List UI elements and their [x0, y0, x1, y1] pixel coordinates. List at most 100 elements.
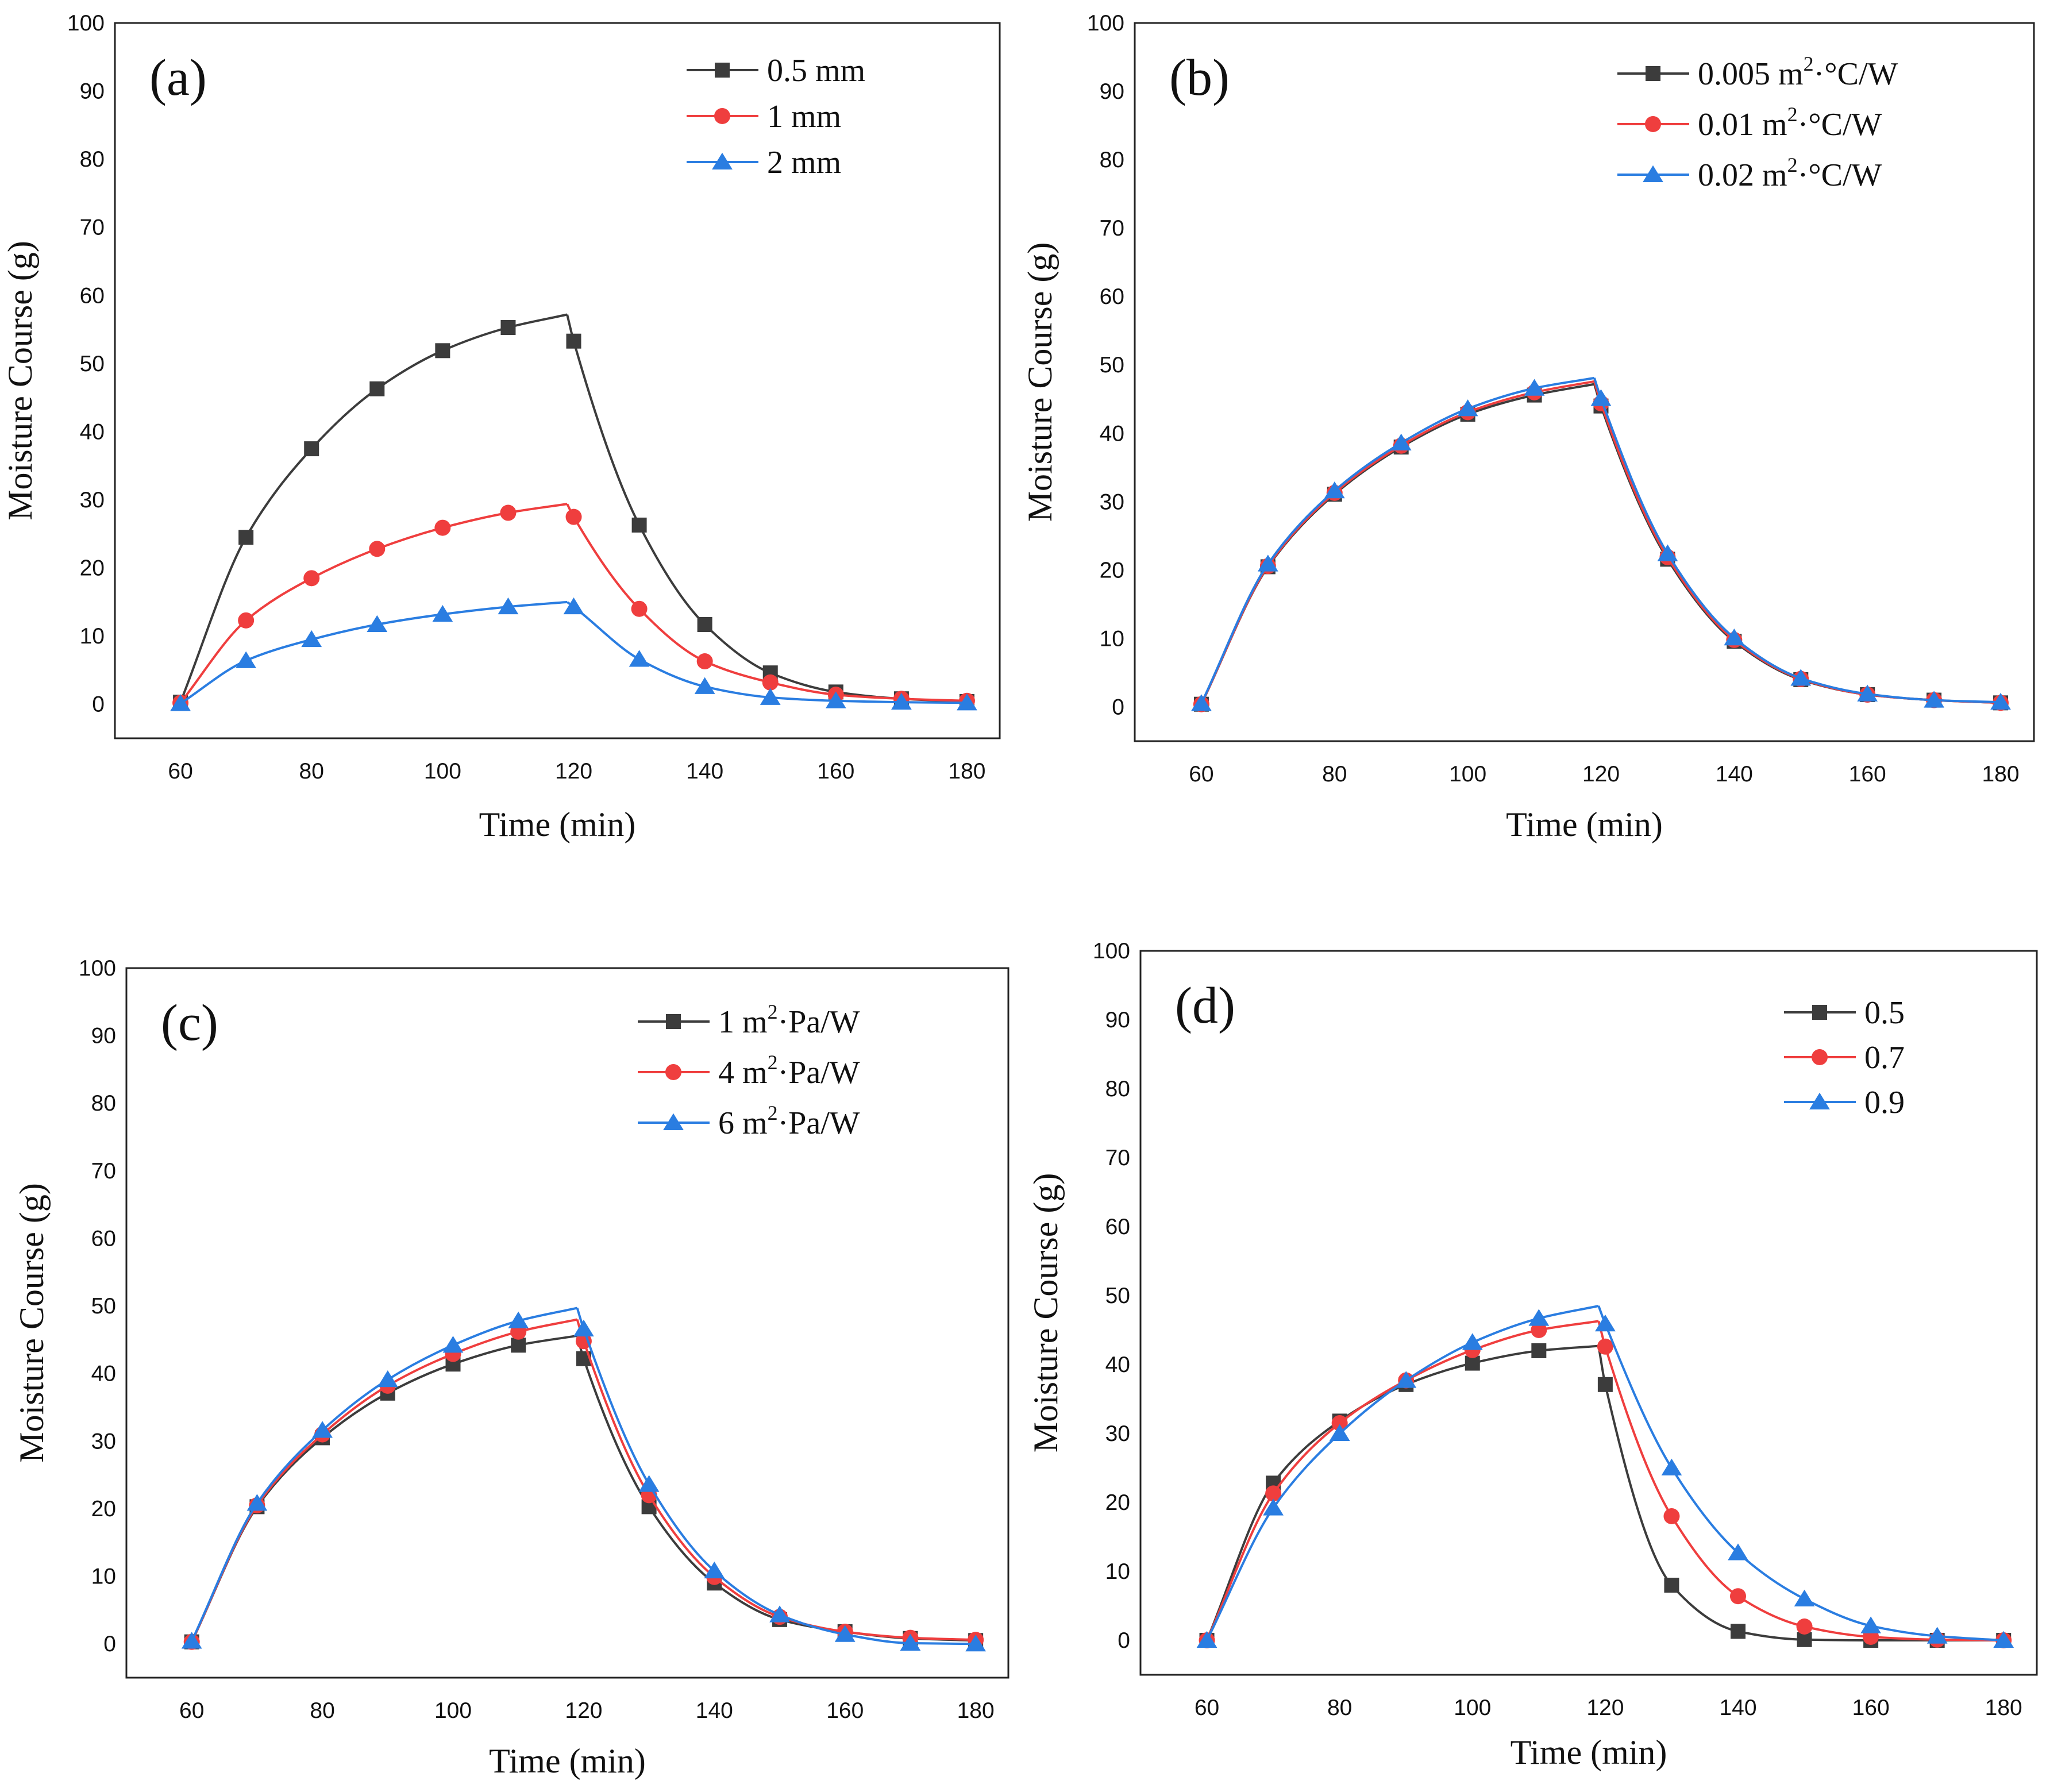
data-point — [631, 600, 648, 617]
data-point — [1926, 1627, 1948, 1644]
data-point — [1331, 1415, 1348, 1431]
data-point — [1396, 1371, 1417, 1388]
panel-label: (a) — [149, 49, 207, 106]
data-point — [891, 692, 912, 710]
y-tick-label: 60 — [1100, 284, 1124, 309]
x-tick-label: 140 — [1719, 1695, 1756, 1720]
series-line-rise — [1200, 383, 1595, 705]
x-tick-label: 80 — [1327, 1695, 1352, 1720]
data-point — [170, 694, 191, 711]
plot-frame — [1139, 950, 2038, 1676]
data-point — [435, 343, 450, 359]
panel-a: 0 10 20 30 40 50 60 70 80 90 100 60 80 100 120 140 160 18… — [1, 11, 1001, 843]
data-point — [566, 333, 581, 349]
data-point — [1528, 1309, 1550, 1326]
legend-label: 1 mm — [767, 99, 841, 134]
data-point — [1390, 433, 1412, 450]
data-point — [1465, 1355, 1480, 1371]
x-tick-label: 120 — [1586, 1695, 1624, 1720]
legend-label: 1 m2·Pa/W — [718, 1000, 860, 1040]
legend-marker — [714, 108, 730, 124]
legend-marker — [1812, 1049, 1828, 1065]
data-point — [1924, 691, 1944, 708]
data-point — [1257, 554, 1278, 572]
y-tick-label: 40 — [80, 419, 105, 444]
data-point — [500, 320, 516, 336]
data-point — [1590, 389, 1612, 406]
data-point — [238, 530, 254, 545]
y-axis-title: Moisture Course (g) — [1, 241, 39, 521]
series-line-fall — [566, 601, 968, 704]
series-line-rise — [1200, 380, 1595, 705]
x-tick-label: 60 — [168, 759, 192, 784]
x-tick-label: 80 — [1322, 762, 1347, 787]
x-tick-label: 140 — [696, 1698, 733, 1723]
data-point — [1657, 544, 1678, 561]
x-tick-label: 120 — [565, 1698, 602, 1723]
data-point — [1263, 1498, 1284, 1516]
y-tick-label: 40 — [91, 1362, 116, 1386]
data-point — [760, 688, 781, 705]
x-tick-label: 100 — [424, 759, 461, 784]
panel-label: (b) — [1169, 49, 1230, 106]
panel-c: 0 10 20 30 40 50 60 70 80 90 100 60 80 100 120 140 160 18… — [13, 956, 1009, 1780]
data-point — [498, 597, 519, 615]
y-tick-label: 80 — [80, 147, 105, 172]
data-point — [1794, 1589, 1815, 1606]
y-tick-label: 10 — [91, 1564, 116, 1589]
data-point — [1329, 1424, 1350, 1441]
data-point — [694, 677, 715, 694]
x-tick-label: 60 — [1189, 762, 1213, 787]
x-axis-title: Time (min) — [1511, 1733, 1667, 1771]
legend-marker — [1809, 1092, 1830, 1109]
y-tick-label: 70 — [91, 1159, 116, 1184]
legend-label: 0.01 m2·°C/W — [1698, 103, 1882, 142]
data-point — [369, 541, 386, 557]
y-tick-label: 50 — [1100, 353, 1124, 377]
legend-label: 0.02 m2·°C/W — [1698, 153, 1882, 193]
series-line-fall — [576, 1335, 976, 1642]
data-point — [511, 1338, 526, 1353]
series-line-rise — [1205, 1320, 1599, 1641]
x-tick-label: 60 — [1195, 1695, 1219, 1720]
legend-marker — [712, 152, 733, 169]
series-line-fall — [566, 503, 968, 702]
data-point — [442, 1336, 464, 1353]
x-tick-label: 160 — [1852, 1695, 1890, 1720]
data-point — [1524, 379, 1545, 396]
y-tick-label: 0 — [1118, 1628, 1130, 1653]
y-tick-label: 30 — [1105, 1421, 1130, 1446]
data-point — [1860, 1616, 1881, 1633]
data-point — [834, 1625, 856, 1642]
x-tick-label: 180 — [957, 1698, 995, 1723]
series-line-rise — [190, 1307, 578, 1642]
data-point — [303, 570, 320, 587]
y-tick-label: 100 — [1093, 939, 1130, 964]
data-point — [769, 1605, 790, 1623]
legend-marker — [663, 1113, 684, 1130]
y-tick-label: 20 — [1105, 1490, 1130, 1515]
series-line-rise — [190, 1318, 578, 1643]
series-line-fall — [1593, 384, 2001, 704]
legend-marker — [1643, 165, 1663, 182]
data-point — [1531, 1343, 1547, 1358]
data-point — [1597, 1377, 1613, 1392]
data-point — [1797, 1632, 1812, 1647]
legend-label: 0.9 — [1864, 1085, 1905, 1120]
data-point — [377, 1370, 398, 1388]
x-tick-label: 140 — [1716, 762, 1753, 787]
data-point — [304, 441, 319, 457]
panel-d: 0 10 20 30 40 50 60 70 80 90 100 60 80 100 120 140 160 18… — [1027, 939, 2038, 1771]
data-point — [565, 508, 582, 525]
y-axis-title: Moisture Course (g) — [1027, 1173, 1065, 1453]
y-tick-label: 70 — [80, 215, 105, 240]
legend-marker — [666, 1014, 681, 1029]
y-tick-label: 90 — [80, 79, 105, 104]
panel-b: 0 10 20 30 40 50 60 70 80 90 100 60 80 100 120 140 160 18… — [1021, 11, 2035, 843]
legend-label: 4 m2·Pa/W — [718, 1051, 860, 1090]
y-tick-label: 90 — [1100, 79, 1124, 104]
data-point — [238, 612, 255, 629]
data-point — [1531, 1322, 1547, 1338]
y-tick-label: 100 — [67, 11, 105, 36]
y-tick-label: 80 — [91, 1091, 116, 1116]
